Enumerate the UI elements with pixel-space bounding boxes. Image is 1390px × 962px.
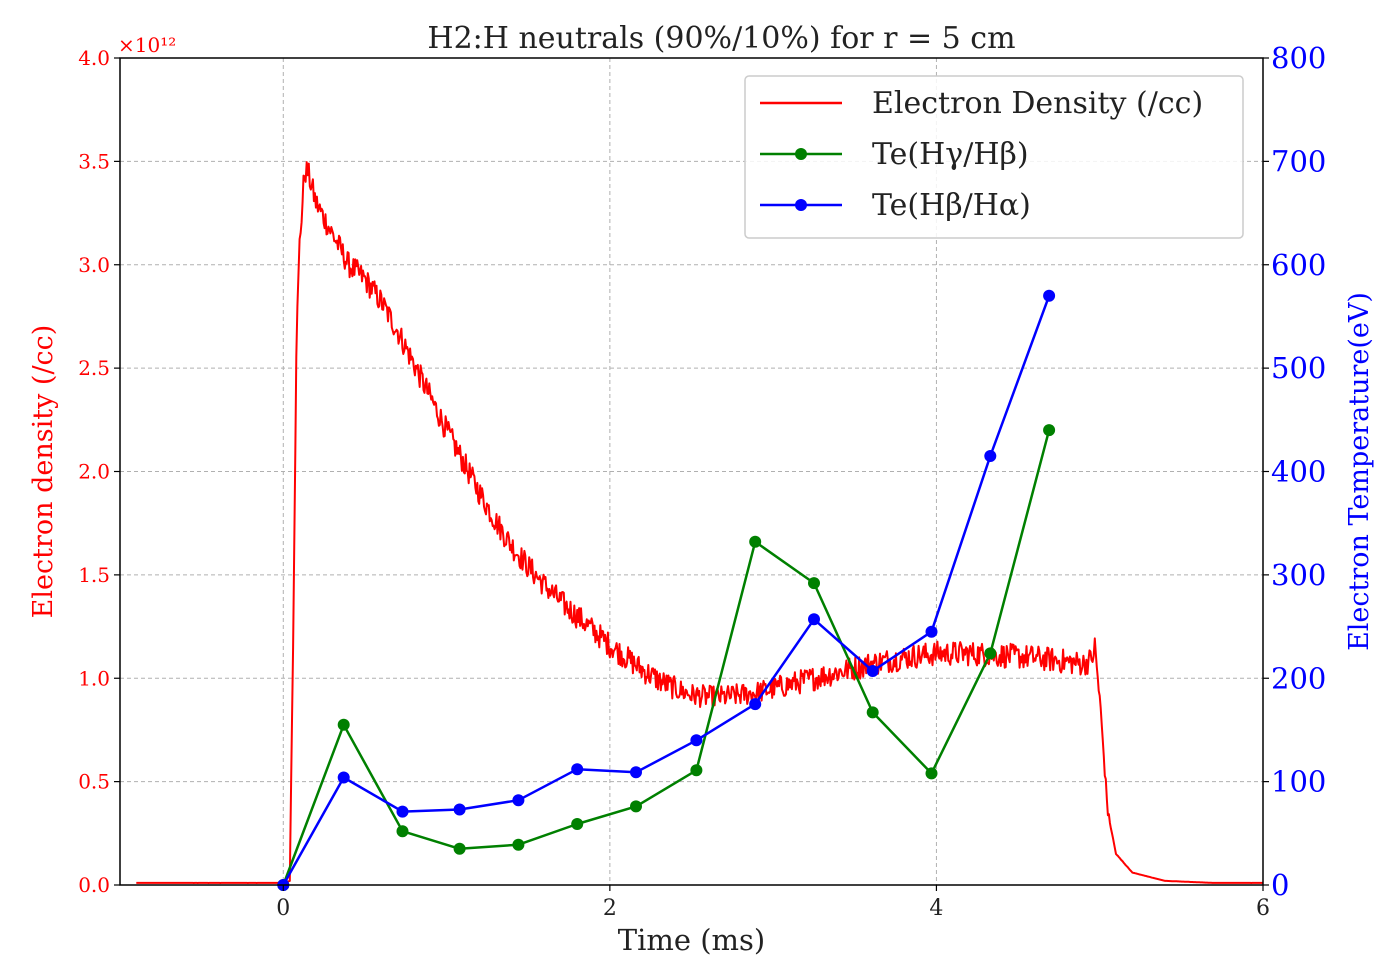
- legend-swatch-marker: [795, 148, 807, 160]
- y-right-tick-label: 300: [1271, 558, 1326, 592]
- density-line: [136, 161, 1263, 884]
- y-right-tick-label: 400: [1271, 455, 1326, 489]
- data-point: [453, 803, 466, 816]
- data-point: [396, 805, 409, 818]
- data-point: [925, 625, 938, 638]
- legend-item: Te(Hβ/Hα): [760, 188, 1031, 223]
- data-point: [512, 794, 525, 807]
- y-right-tick-label: 800: [1271, 41, 1326, 75]
- data-point: [512, 838, 525, 851]
- y-right-tick-label: 100: [1271, 765, 1326, 799]
- legend-swatch-marker: [795, 199, 807, 211]
- y-left-tick-label: 2.0: [78, 460, 110, 484]
- x-tick-label: 0: [276, 896, 290, 921]
- data-point: [337, 718, 350, 731]
- y-right-tick-label: 0: [1271, 868, 1289, 902]
- series-line: [282, 429, 1051, 886]
- data-point: [630, 800, 642, 813]
- legend-label: Electron Density (/cc): [872, 86, 1203, 121]
- data-point: [866, 706, 879, 719]
- legend-box: [744, 75, 1244, 239]
- y-left-tick-label: 0.0: [78, 873, 110, 897]
- x-axis-label: Time (ms): [618, 923, 766, 957]
- series-layer: [136, 161, 1263, 891]
- data-point: [690, 764, 703, 777]
- x-tick-label: 4: [929, 896, 943, 921]
- y-left-tick-label: 3.5: [78, 149, 110, 173]
- x-tick-label: 6: [1256, 896, 1270, 921]
- y-right-tick-label: 700: [1271, 144, 1326, 178]
- data-point: [630, 766, 642, 779]
- y-left-tick-label: 3.0: [78, 253, 110, 277]
- series-1: [136, 161, 1263, 884]
- y-axis-multiplier: ×10¹²: [118, 33, 176, 57]
- series-3: [277, 289, 1056, 891]
- legend-label: Te(Hγ/Hβ): [872, 137, 1029, 172]
- data-point: [866, 665, 879, 677]
- y-right-tick-label: 500: [1271, 351, 1326, 385]
- ticks: 0 2 4 6 0.0 0.5 1.0 1.5 2.0 2.5 3.0 3.5 4.0 0 100 200 30…: [78, 41, 1326, 921]
- legend-item: Electron Density (/cc): [760, 86, 1203, 121]
- data-point: [690, 734, 703, 747]
- y-axis-label-right: Electron Temperature(eV): [1344, 292, 1375, 651]
- y-left-tick-label: 1.5: [78, 563, 110, 587]
- legend-item: Te(Hγ/Hβ): [760, 137, 1029, 172]
- y-right-tick-label: 600: [1271, 248, 1326, 282]
- chart-title: H2:H neutrals (90%/10%) for r = 5 cm: [427, 21, 1015, 56]
- data-point: [749, 698, 762, 711]
- y-left-tick-label: 1.0: [78, 666, 110, 690]
- data-point: [1043, 424, 1056, 437]
- series-line: [282, 295, 1051, 886]
- legend: Electron Density (/cc) Te(Hγ/Hβ) Te(Hβ/Hα): [744, 75, 1244, 239]
- y-left-tick-label: 4.0: [78, 46, 110, 70]
- data-point: [396, 825, 409, 838]
- y-axis-label-left: Electron density (/cc): [28, 325, 59, 619]
- y-right-tick-label: 200: [1271, 661, 1326, 695]
- data-point: [808, 577, 820, 590]
- y-left-tick-label: 2.5: [78, 356, 110, 380]
- data-point: [808, 613, 820, 626]
- data-point: [984, 450, 997, 462]
- data-point: [337, 771, 350, 784]
- y-left-tick-label: 0.5: [78, 770, 110, 794]
- x-tick-label: 2: [603, 896, 617, 921]
- data-point: [925, 767, 938, 780]
- data-point: [749, 535, 762, 548]
- data-point: [571, 818, 584, 830]
- data-point: [571, 763, 584, 776]
- data-point: [1043, 289, 1056, 302]
- data-point: [453, 842, 466, 855]
- legend-label: Te(Hβ/Hα): [872, 188, 1031, 223]
- data-point: [984, 647, 997, 660]
